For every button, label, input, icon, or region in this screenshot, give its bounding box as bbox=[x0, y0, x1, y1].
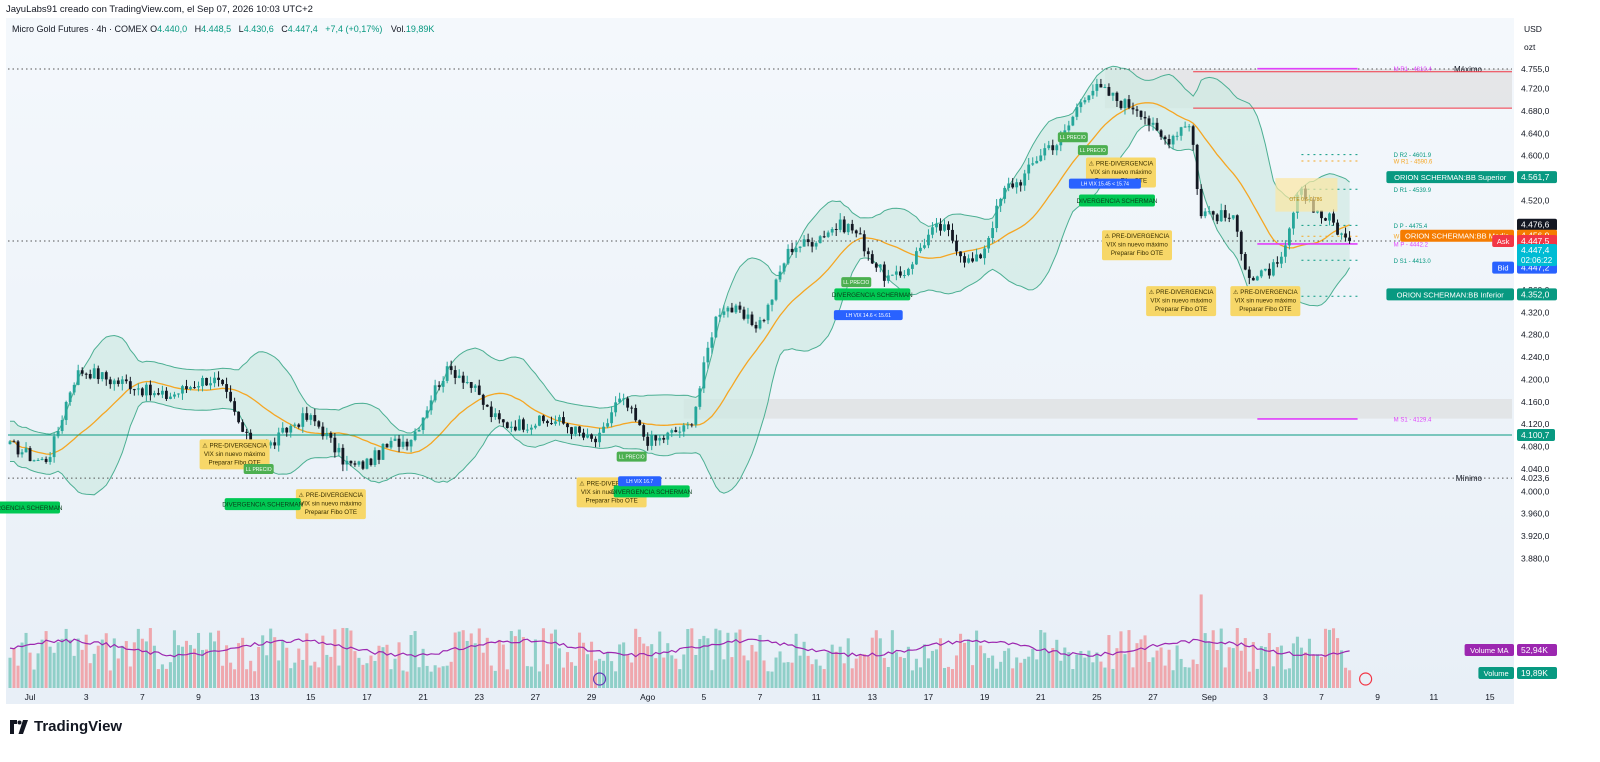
legend-close-value: 4.447,4 bbox=[287, 24, 318, 34]
legend-low-value: 4.430,6 bbox=[243, 24, 274, 34]
price-axis[interactable] bbox=[1514, 18, 1594, 704]
legend-high-label: H bbox=[194, 24, 202, 34]
author-note: JayuLabs91 creado con TradingView.com, e… bbox=[6, 4, 313, 15]
axis-unit-ounce: ozt bbox=[1524, 42, 1536, 52]
brand-name: TradingView bbox=[34, 718, 123, 735]
legend-volume-label: Vol. bbox=[390, 24, 406, 34]
tradingview-brand[interactable]: TradingView bbox=[8, 718, 122, 735]
legend-open-label: O bbox=[150, 24, 158, 34]
legend-symbol: Micro Gold Futures · 4h · COMEX bbox=[12, 24, 148, 34]
legend-close-label: C bbox=[281, 24, 288, 34]
chart-pane[interactable] bbox=[6, 18, 1514, 704]
tradingview-logo-icon bbox=[10, 719, 28, 734]
legend-low-label: L bbox=[238, 24, 244, 34]
legend-volume-value: 19,89K bbox=[405, 24, 435, 34]
legend-high-value: 4.448,5 bbox=[201, 24, 232, 34]
legend-change: +7,4 (+0,17%) bbox=[325, 24, 383, 34]
symbol-legend: Micro Gold Futures · 4h · COMEX O4.440,0… bbox=[12, 24, 434, 34]
axis-unit-currency: USD bbox=[1524, 24, 1542, 34]
legend-open-value: 4.440,0 bbox=[157, 24, 188, 34]
